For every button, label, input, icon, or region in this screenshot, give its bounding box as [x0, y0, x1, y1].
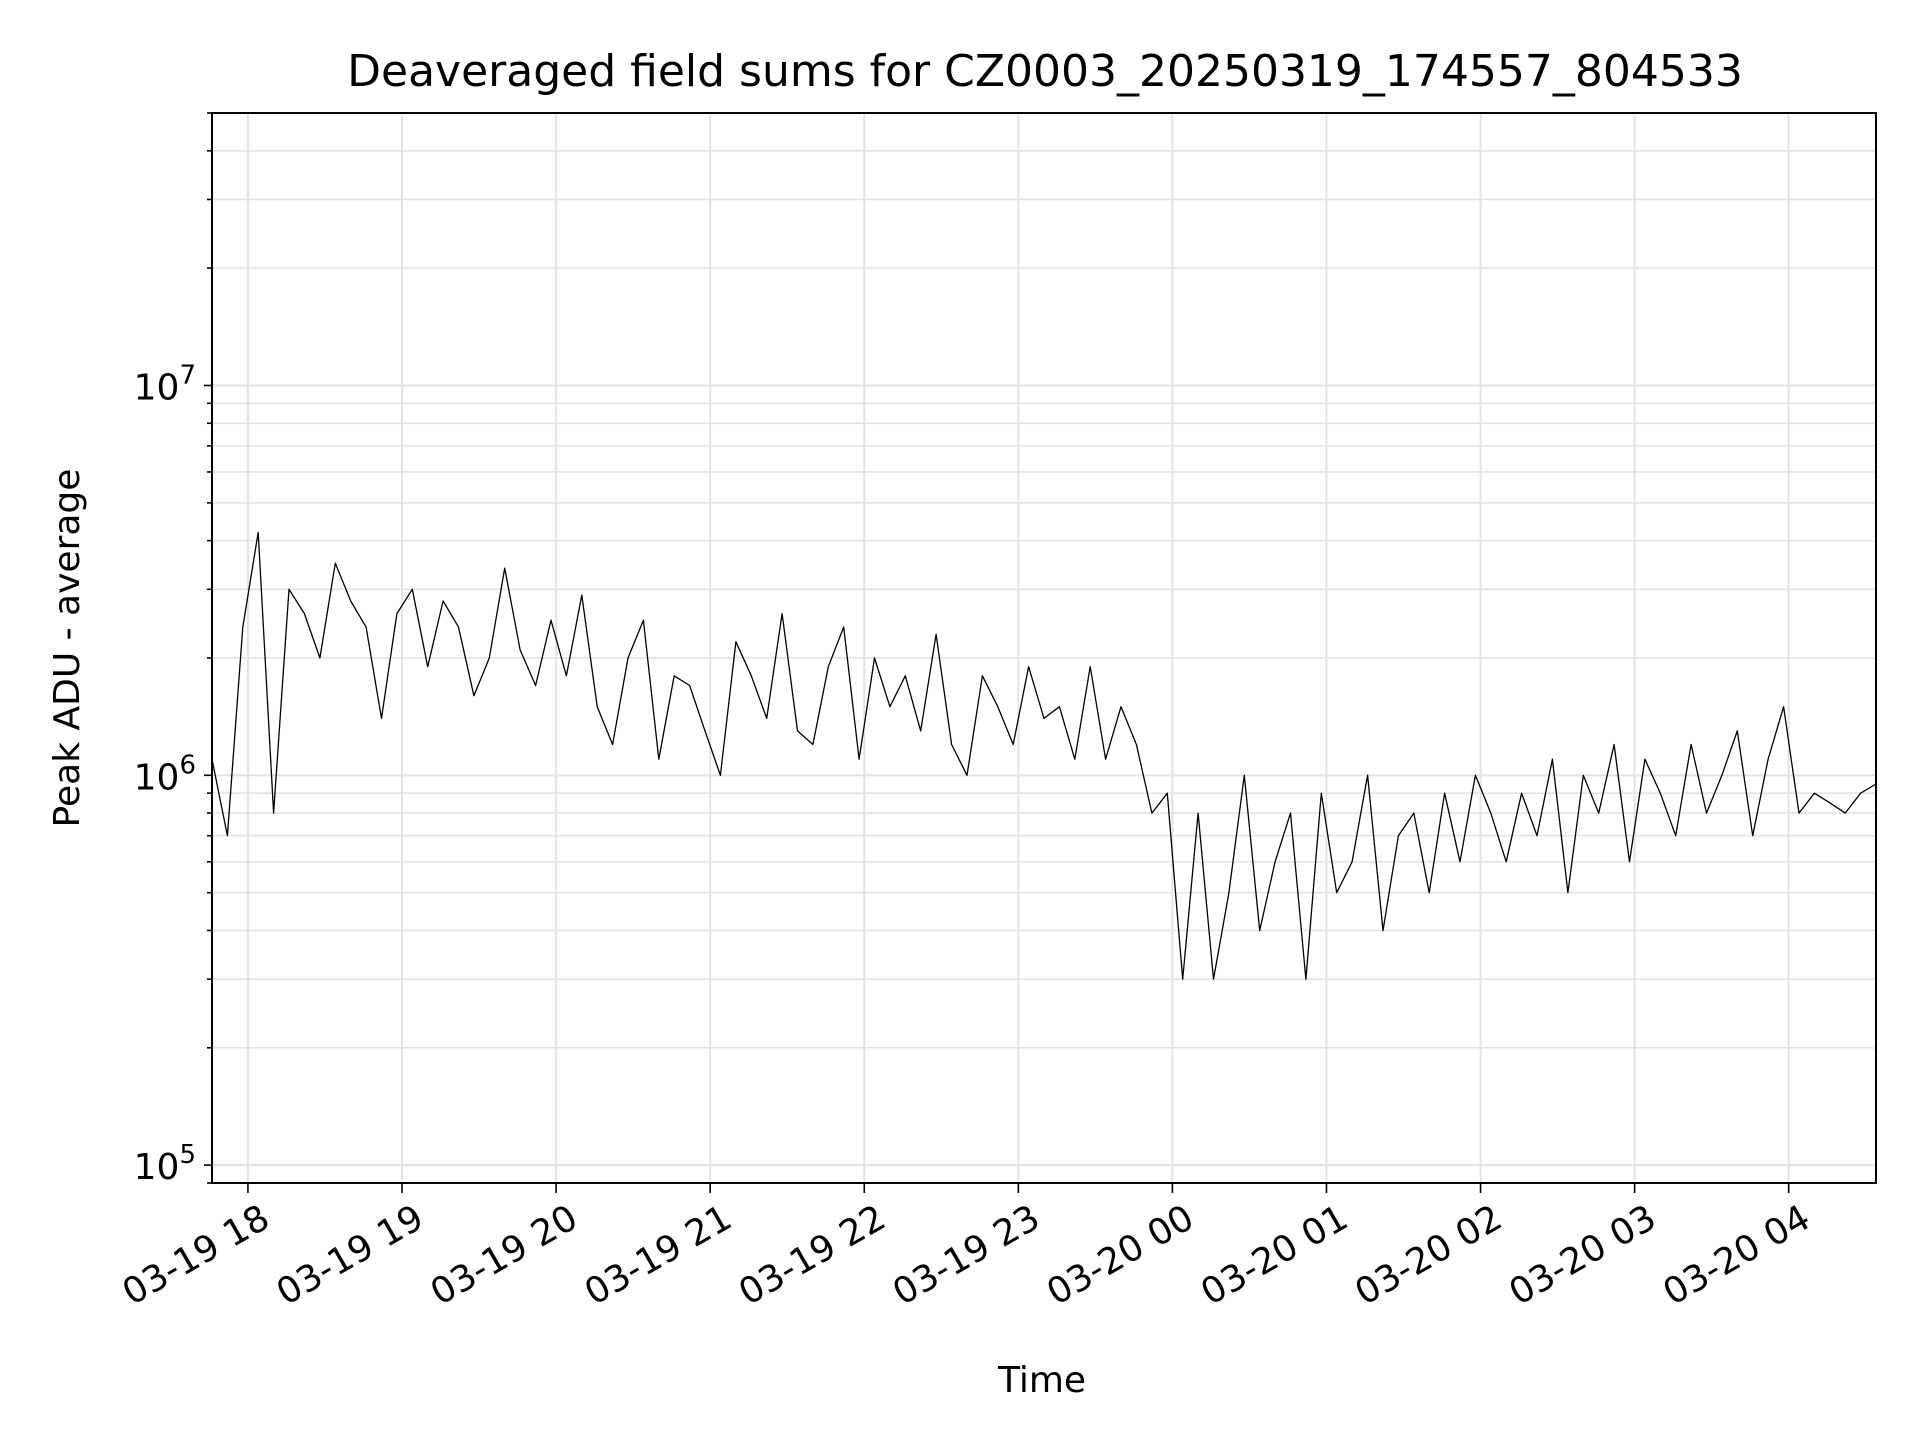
plot-frame [211, 112, 1877, 1184]
series-line [211, 531, 1877, 980]
chart-title: Deaveraged field sums for CZ0003_2025031… [347, 46, 1743, 97]
x-axis-label: Time [997, 1360, 1086, 1401]
y-tick-label: 105 [134, 1140, 196, 1188]
y-axis: 105 106 107 [134, 112, 212, 1188]
y-tick-label: 106 [134, 750, 196, 798]
y-axis-label: Peak ADU - average [47, 469, 88, 828]
grid [212, 112, 1876, 1184]
y-tick-label: 107 [134, 360, 196, 408]
